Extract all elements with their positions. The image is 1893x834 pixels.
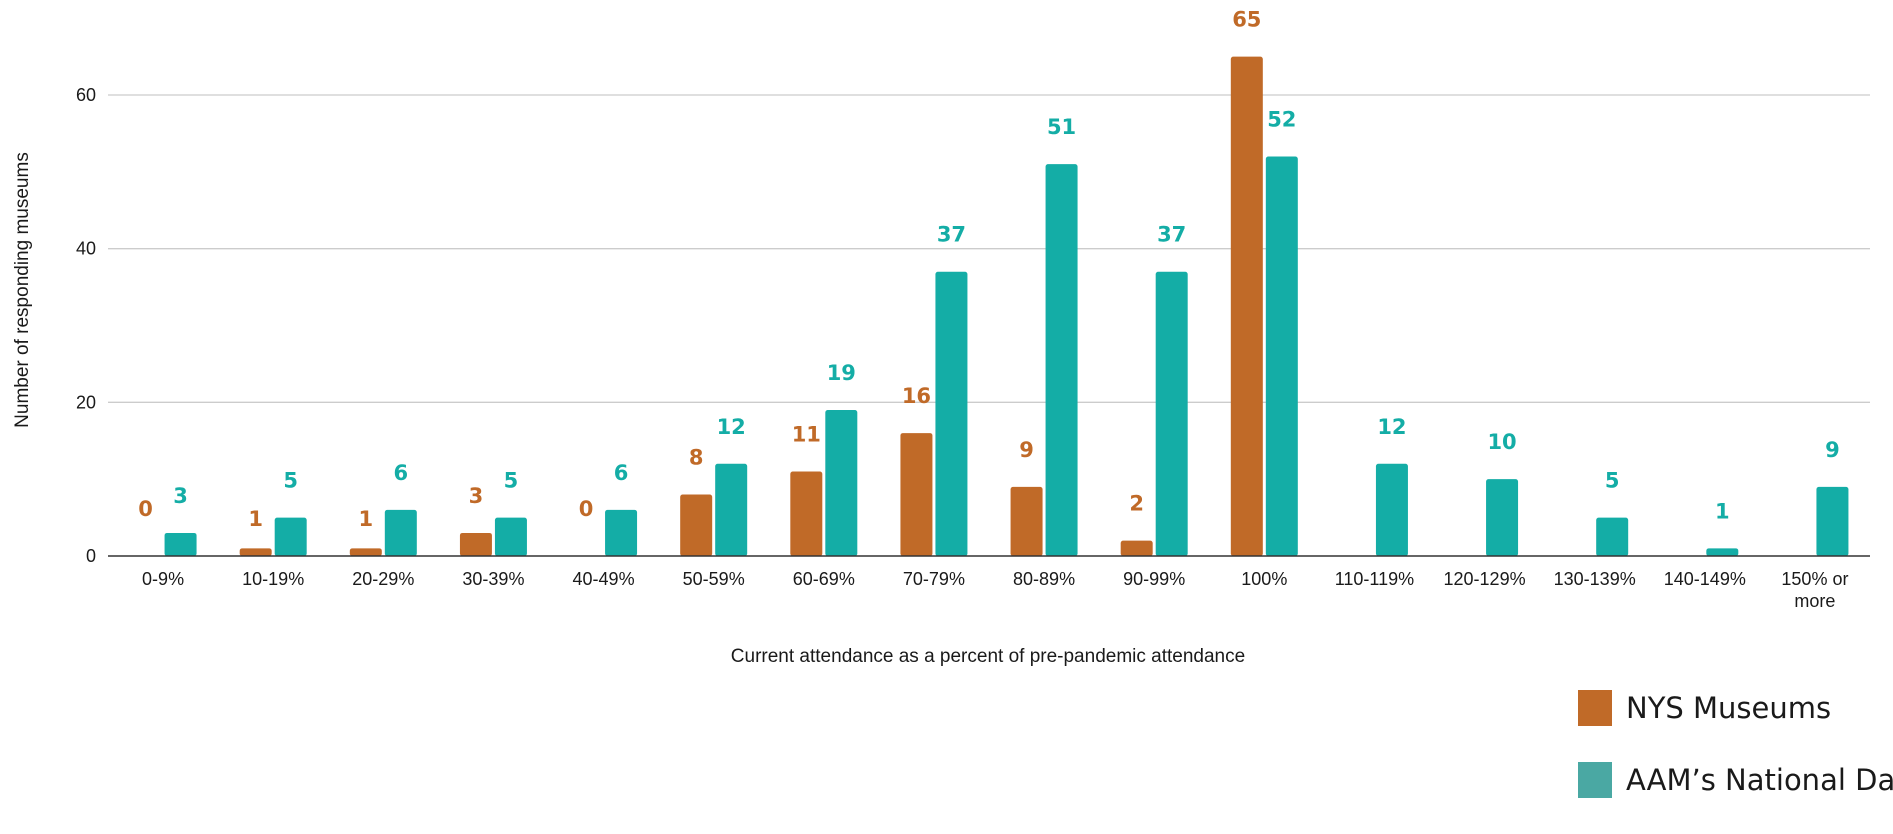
x-tick-label: 100% (1241, 569, 1287, 589)
bar-aam (715, 463, 748, 556)
y-tick-label: 60 (76, 85, 96, 105)
bar-aam (1155, 271, 1188, 556)
data-label: 52 (1267, 107, 1296, 131)
y-tick-label: 20 (76, 392, 96, 412)
x-axis-ticks: 0-9% 10-19% 20-29% 30-39% 40-49% 50-59% 60-69%… (142, 569, 1848, 611)
data-label: 6 (394, 461, 409, 485)
data-label: 37 (937, 223, 966, 247)
legend-swatch-aam (1578, 762, 1612, 798)
data-label: 6 (614, 461, 629, 485)
bar-aam (825, 410, 858, 556)
legend-label-nys: NYS Museums (1626, 691, 1832, 725)
x-tick-label: 60-69% (793, 569, 855, 589)
bars (164, 56, 1849, 556)
gridlines (108, 94, 1870, 403)
bar-aam (1045, 164, 1078, 556)
y-tick-label: 0 (86, 546, 96, 566)
bar-nys (900, 433, 933, 556)
bar-aam (1486, 479, 1519, 556)
y-tick-label: 40 (76, 239, 96, 259)
data-label: 12 (717, 415, 746, 439)
data-label: 37 (1157, 223, 1186, 247)
x-tick-label: 140-149% (1664, 569, 1746, 589)
bar-nys (1230, 56, 1263, 556)
data-label: 10 (1487, 430, 1516, 454)
bar-nys (680, 494, 713, 556)
x-tick-label: 0-9% (142, 569, 184, 589)
data-label: 0 (579, 497, 594, 521)
data-label: 8 (689, 446, 704, 470)
data-label: 0 (138, 497, 153, 521)
bar-aam (1596, 517, 1629, 556)
bar-aam (164, 532, 197, 556)
x-tick-label: 150% or more (1781, 569, 1848, 611)
data-label: 1 (359, 507, 374, 531)
data-label: 5 (504, 469, 519, 493)
data-label: 2 (1129, 492, 1144, 516)
bar-nys (349, 548, 382, 556)
data-label: 5 (283, 469, 298, 493)
bar-nys (790, 471, 823, 556)
bar-aam (1265, 156, 1298, 556)
bar-nys (1120, 540, 1153, 556)
legend: NYS Museums AAM’s National Data (1578, 690, 1893, 834)
x-tick-label: 70-79% (903, 569, 965, 589)
data-label: 5 (1605, 469, 1620, 493)
legend-label-aam: AAM’s National Data (1626, 763, 1893, 797)
data-label: 9 (1019, 438, 1034, 462)
data-label: 19 (827, 361, 856, 385)
data-label: 51 (1047, 115, 1076, 139)
legend-swatch-nys (1578, 690, 1612, 726)
data-label: 3 (173, 484, 188, 508)
bar-nys (1010, 486, 1043, 556)
data-label: 1 (248, 507, 263, 531)
data-label: 12 (1377, 415, 1406, 439)
legend-item-nys: NYS Museums (1578, 690, 1893, 726)
bar-aam (274, 517, 307, 556)
x-tick-label: 130-139% (1554, 569, 1636, 589)
bar-nys (459, 532, 492, 556)
data-label: 1 (1715, 499, 1730, 523)
data-label: 3 (469, 484, 484, 508)
bar-aam (384, 509, 417, 556)
data-label: 65 (1232, 8, 1261, 32)
x-tick-label: 110-119% (1335, 569, 1414, 589)
bar-aam (1375, 463, 1408, 556)
y-axis-title: Number of responding museums (12, 152, 33, 428)
bar-aam (494, 517, 527, 556)
data-label: 11 (792, 422, 821, 446)
x-axis-title: Current attendance as a percent of pre-p… (731, 646, 1245, 667)
legend-item-aam: AAM’s National Data (1578, 762, 1893, 798)
x-tick-label: 90-99% (1123, 569, 1185, 589)
data-label: 16 (902, 384, 931, 408)
data-label: 9 (1825, 438, 1840, 462)
bar-aam (1816, 486, 1849, 556)
x-tick-label: 20-29% (352, 569, 414, 589)
x-tick-label: 120-129% (1444, 569, 1526, 589)
bar-aam (605, 509, 638, 556)
bar-aam (935, 271, 968, 556)
x-tick-label: 30-39% (462, 569, 524, 589)
x-tick-label: 50-59% (683, 569, 745, 589)
x-tick-label: 40-49% (573, 569, 635, 589)
x-tick-label: 10-19% (242, 569, 304, 589)
bar-nys (239, 548, 272, 556)
x-tick-label: 80-89% (1013, 569, 1075, 589)
y-axis-ticks: 0 20 40 60 (76, 85, 96, 566)
bar-aam (1706, 548, 1739, 556)
